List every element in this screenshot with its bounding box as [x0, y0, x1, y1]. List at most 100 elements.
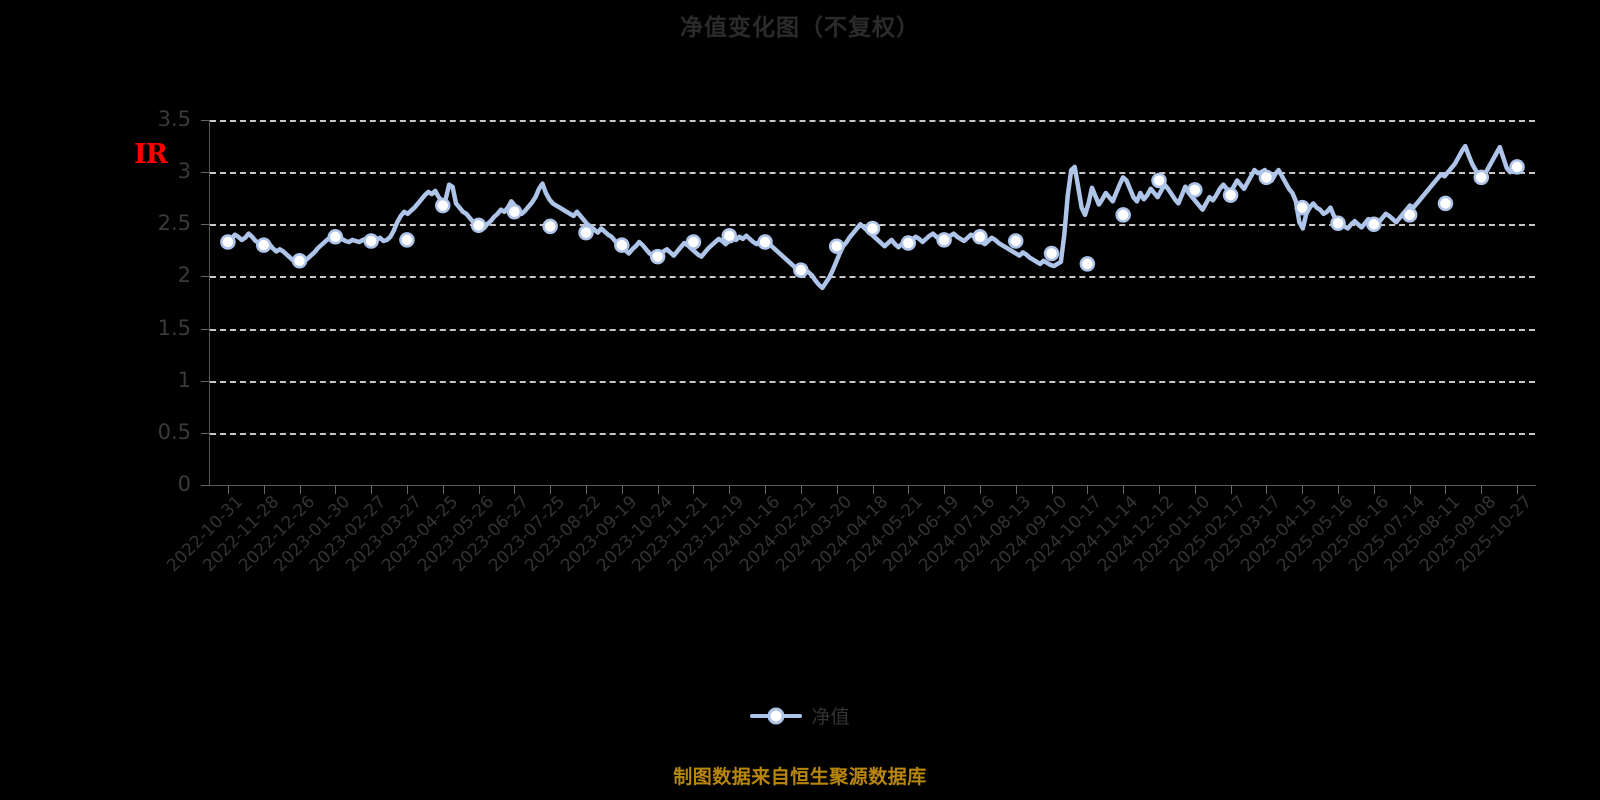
data-point-marker[interactable]	[1151, 172, 1167, 189]
data-point-marker[interactable]	[1401, 207, 1418, 223]
data-point-marker[interactable]	[1437, 195, 1454, 212]
y-axis-tick-label: 0	[177, 472, 191, 496]
x-axis-tick	[979, 485, 981, 494]
x-axis-tick	[1481, 485, 1483, 494]
data-point-marker[interactable]	[757, 234, 773, 250]
data-point-marker[interactable]	[327, 229, 344, 245]
data-point-marker[interactable]	[1330, 215, 1346, 231]
data-point-marker[interactable]	[1509, 159, 1525, 175]
x-axis-tick	[944, 485, 946, 494]
y-axis-tick	[201, 276, 210, 278]
data-point-marker[interactable]	[936, 232, 952, 248]
data-point-marker[interactable]	[1366, 216, 1382, 233]
chart-source-footer: 制图数据来自恒生聚源数据库	[673, 766, 927, 788]
ir-watermark-logo: IR	[134, 139, 168, 170]
data-point-marker[interactable]	[972, 229, 988, 245]
data-point-marker[interactable]	[649, 248, 666, 265]
data-point-marker[interactable]	[1187, 182, 1203, 198]
gridline	[210, 380, 1535, 383]
y-axis-tick	[201, 120, 210, 121]
x-axis-tick	[514, 485, 516, 494]
net-value-line	[225, 143, 1520, 291]
data-point-marker[interactable]	[1258, 169, 1275, 186]
x-axis-tick	[1445, 485, 1447, 494]
data-point-marker[interactable]	[864, 220, 881, 237]
y-axis-tick	[201, 224, 210, 226]
x-axis-tick	[1230, 485, 1232, 494]
x-axis-tick	[586, 485, 587, 494]
legend-marker-icon	[767, 707, 785, 724]
x-axis-tick	[765, 485, 767, 494]
x-axis-tick	[1338, 485, 1340, 494]
y-axis-tick-label: 2	[177, 263, 191, 288]
net-value-line-series	[220, 143, 1525, 291]
x-axis-tick	[478, 485, 480, 494]
data-point-marker[interactable]	[435, 197, 451, 214]
data-point-marker[interactable]	[685, 234, 702, 250]
data-point-marker[interactable]	[578, 224, 594, 241]
x-axis-tick	[550, 485, 552, 494]
gridline	[210, 120, 1535, 122]
data-point-marker[interactable]	[793, 262, 809, 278]
data-point-marker[interactable]	[542, 218, 558, 235]
data-point-marker[interactable]	[220, 234, 236, 250]
plot-area	[201, 120, 1535, 486]
data-point-marker[interactable]	[291, 253, 308, 269]
x-axis-tick	[299, 485, 301, 494]
x-axis-tick	[836, 485, 838, 494]
data-point-marker[interactable]	[828, 238, 845, 254]
y-axis-tick-label: 3.5	[157, 107, 191, 131]
y-axis-line	[209, 120, 210, 486]
x-axis-tick	[442, 485, 444, 494]
data-point-marker[interactable]	[614, 237, 630, 253]
data-point-marker[interactable]	[1079, 256, 1096, 272]
x-axis-tick	[1015, 485, 1017, 494]
x-axis-tick	[335, 485, 337, 494]
x-axis-tick	[657, 485, 659, 494]
y-axis-tick-label: 2.5	[157, 211, 191, 236]
y-axis-tick	[201, 328, 210, 330]
y-axis-tick	[201, 432, 210, 434]
x-axis-tick	[1087, 485, 1089, 494]
y-axis-tick-label: 3	[177, 159, 191, 184]
gridline	[210, 276, 1535, 279]
data-point-marker[interactable]	[363, 233, 379, 249]
data-point-marker[interactable]	[470, 217, 487, 234]
data-point-marker[interactable]	[1222, 187, 1239, 203]
x-axis-tick	[908, 485, 910, 494]
x-axis-tick	[406, 485, 408, 494]
data-point-marker[interactable]	[1043, 245, 1060, 262]
y-axis-tick	[201, 485, 210, 486]
x-axis-tick	[1373, 485, 1375, 494]
page-title: 净值变化图（不复权）	[680, 15, 920, 41]
x-axis-tick	[872, 485, 874, 494]
x-axis-tick	[800, 485, 802, 494]
x-axis-tick	[621, 485, 623, 494]
y-axis-tick-label: 0.5	[157, 419, 191, 444]
x-axis-tick	[1517, 485, 1519, 494]
data-point-marker[interactable]	[900, 235, 917, 251]
x-axis-tick	[227, 485, 229, 494]
data-point-marker[interactable]	[1473, 169, 1490, 186]
data-point-marker[interactable]	[721, 228, 738, 244]
y-axis-tick	[201, 380, 210, 382]
gridline	[210, 432, 1535, 435]
legend-item-label: 净值	[811, 706, 850, 728]
gridline	[210, 328, 1535, 331]
legend-line-swatch	[750, 707, 803, 724]
data-point-marker[interactable]	[1294, 199, 1310, 216]
data-point-marker[interactable]	[255, 237, 272, 253]
y-axis-tick-label: 1	[177, 367, 191, 392]
x-axis-tick	[263, 485, 265, 494]
x-axis-tick	[729, 485, 731, 494]
x-axis-tick	[1051, 485, 1053, 494]
data-point-marker[interactable]	[1007, 233, 1024, 249]
chart-legend[interactable]: 净值	[0, 702, 1600, 729]
data-point-marker[interactable]	[506, 204, 523, 220]
x-axis-tick	[371, 485, 373, 494]
data-point-marker[interactable]	[1115, 207, 1131, 223]
x-axis-tick	[1158, 485, 1160, 494]
x-axis-tick	[693, 485, 695, 494]
data-point-marker[interactable]	[399, 232, 415, 248]
